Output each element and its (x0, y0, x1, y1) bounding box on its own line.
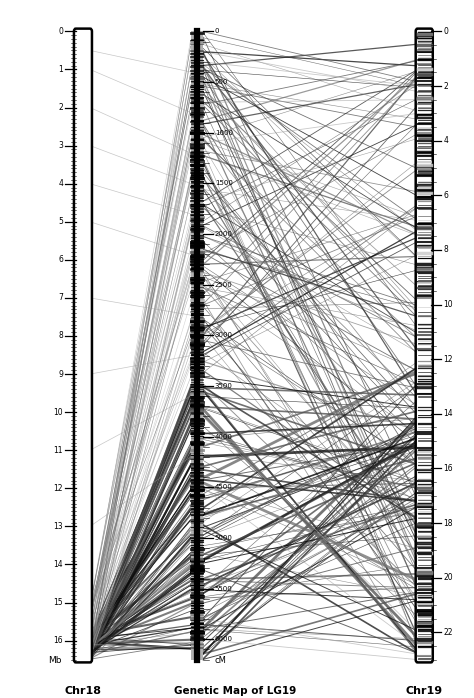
Text: 16: 16 (444, 464, 453, 473)
Text: Genetic Map of LG19: Genetic Map of LG19 (173, 686, 296, 696)
Text: 2500: 2500 (215, 282, 232, 288)
Text: 2: 2 (444, 82, 448, 91)
Text: 18: 18 (444, 519, 453, 528)
Text: 10: 10 (444, 300, 453, 309)
Text: Mb: Mb (48, 656, 61, 665)
Text: 1: 1 (58, 65, 63, 74)
Text: 12: 12 (54, 484, 63, 493)
Text: 15: 15 (54, 598, 63, 607)
Text: 3000: 3000 (215, 332, 233, 339)
Text: 2: 2 (58, 103, 63, 112)
Text: 500: 500 (215, 79, 228, 85)
Text: 7: 7 (58, 293, 63, 302)
Text: 12: 12 (444, 355, 453, 364)
Text: 5500: 5500 (215, 586, 232, 592)
FancyBboxPatch shape (416, 29, 433, 662)
FancyBboxPatch shape (74, 29, 92, 662)
Text: 20: 20 (444, 573, 453, 582)
Text: 5000: 5000 (215, 535, 233, 541)
Text: 10: 10 (54, 408, 63, 417)
Text: 4500: 4500 (215, 484, 232, 491)
Text: 4: 4 (58, 179, 63, 188)
Text: 16: 16 (54, 636, 63, 645)
Text: Chr18: Chr18 (64, 686, 101, 696)
Bar (191, 31, 203, 660)
Text: 0: 0 (444, 27, 448, 36)
Text: 11: 11 (54, 446, 63, 454)
Text: 1000: 1000 (215, 130, 233, 135)
Text: 14: 14 (444, 409, 453, 418)
Text: 8: 8 (444, 246, 448, 254)
Text: 2000: 2000 (215, 231, 233, 237)
Text: 13: 13 (54, 522, 63, 531)
Text: 0: 0 (58, 27, 63, 36)
Text: 4: 4 (444, 136, 448, 145)
Text: 0: 0 (215, 29, 219, 34)
Text: 8: 8 (58, 332, 63, 341)
Text: 3500: 3500 (215, 383, 233, 389)
Text: 1500: 1500 (215, 180, 233, 186)
Text: 4000: 4000 (215, 433, 233, 440)
Text: 3: 3 (58, 141, 63, 150)
Text: 6: 6 (444, 191, 448, 200)
Text: 6000: 6000 (215, 637, 233, 642)
Text: 6: 6 (58, 255, 63, 265)
Text: 9: 9 (58, 369, 63, 378)
Text: 22: 22 (444, 628, 453, 637)
Text: Chr19: Chr19 (406, 686, 443, 696)
Text: 5: 5 (58, 217, 63, 226)
Text: 14: 14 (54, 560, 63, 569)
Text: cM: cM (215, 656, 227, 665)
